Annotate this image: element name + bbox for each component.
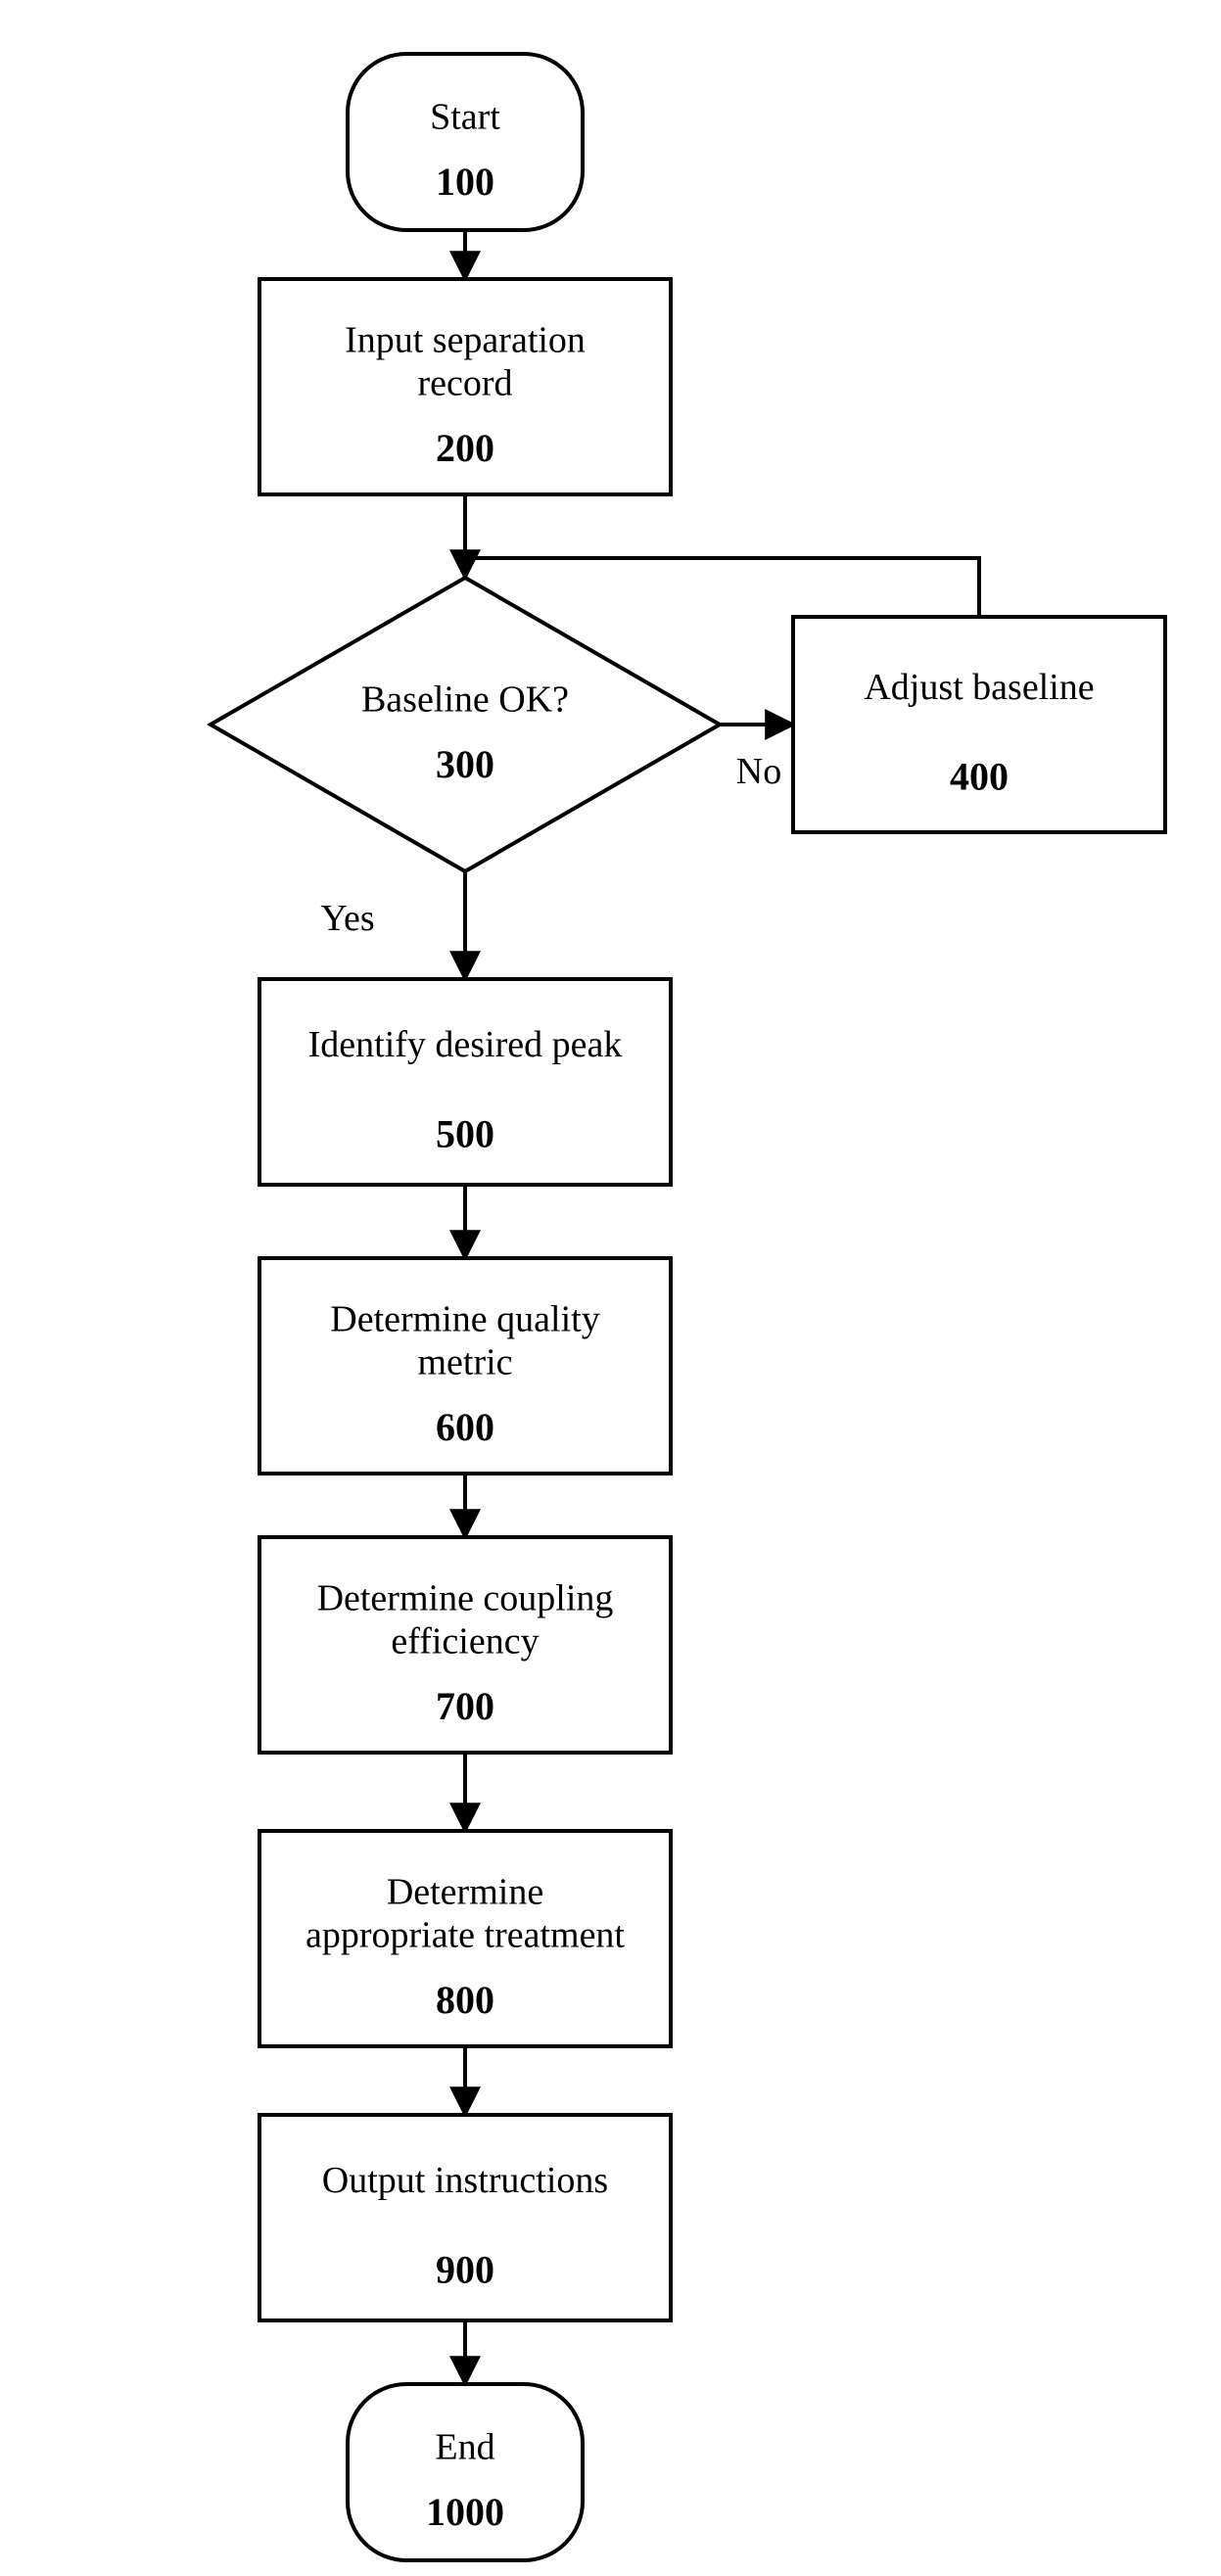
node-number: 800	[436, 1978, 494, 2022]
node-label: appropriate treatment	[305, 1914, 625, 1955]
node-label: Output instructions	[322, 2160, 608, 2201]
node-end: End 1000	[348, 2384, 583, 2560]
node-label: efficiency	[391, 1620, 539, 1662]
edge-label: Yes	[320, 898, 374, 939]
node-adjust: Adjust baseline 400	[793, 617, 1165, 832]
node-number: 300	[436, 742, 494, 786]
node-identify: Identify desired peak 500	[259, 979, 671, 1185]
node-label: record	[417, 362, 512, 403]
node-quality: Determine qualitymetric 600	[259, 1258, 671, 1474]
node-label: Identify desired peak	[308, 1024, 623, 1065]
node-number: 100	[436, 160, 494, 204]
node-treatment: Determineappropriate treatment 800	[259, 1831, 671, 2046]
node-label: End	[435, 2426, 494, 2467]
edge	[465, 558, 979, 617]
node-start: Start 100	[348, 54, 583, 230]
node-label: metric	[417, 1341, 512, 1382]
node-coupling: Determine couplingefficiency 700	[259, 1537, 671, 1753]
node-number: 700	[436, 1684, 494, 1728]
edge-label: No	[736, 751, 781, 792]
node-output: Output instructions 900	[259, 2115, 671, 2320]
node-number: 1000	[426, 2490, 504, 2534]
node-label: Start	[430, 96, 500, 137]
node-label: Input separation	[345, 320, 586, 361]
node-label: Determine coupling	[317, 1578, 614, 1619]
node-label: Determine quality	[330, 1299, 599, 1340]
node-number: 600	[436, 1405, 494, 1449]
flowchart-canvas: No Yes Start 100 Input separationrecord 200 B…	[0, 0, 1221, 2576]
node-label: Adjust baseline	[864, 667, 1094, 708]
node-input: Input separationrecord 200	[259, 279, 671, 494]
node-label: Baseline OK?	[361, 679, 569, 720]
node-number: 400	[950, 755, 1009, 799]
node-number: 500	[436, 1112, 494, 1156]
node-decision: Baseline OK? 300	[211, 578, 720, 871]
node-number: 900	[436, 2248, 494, 2292]
node-number: 200	[436, 426, 494, 470]
node-label: Determine	[387, 1872, 543, 1913]
